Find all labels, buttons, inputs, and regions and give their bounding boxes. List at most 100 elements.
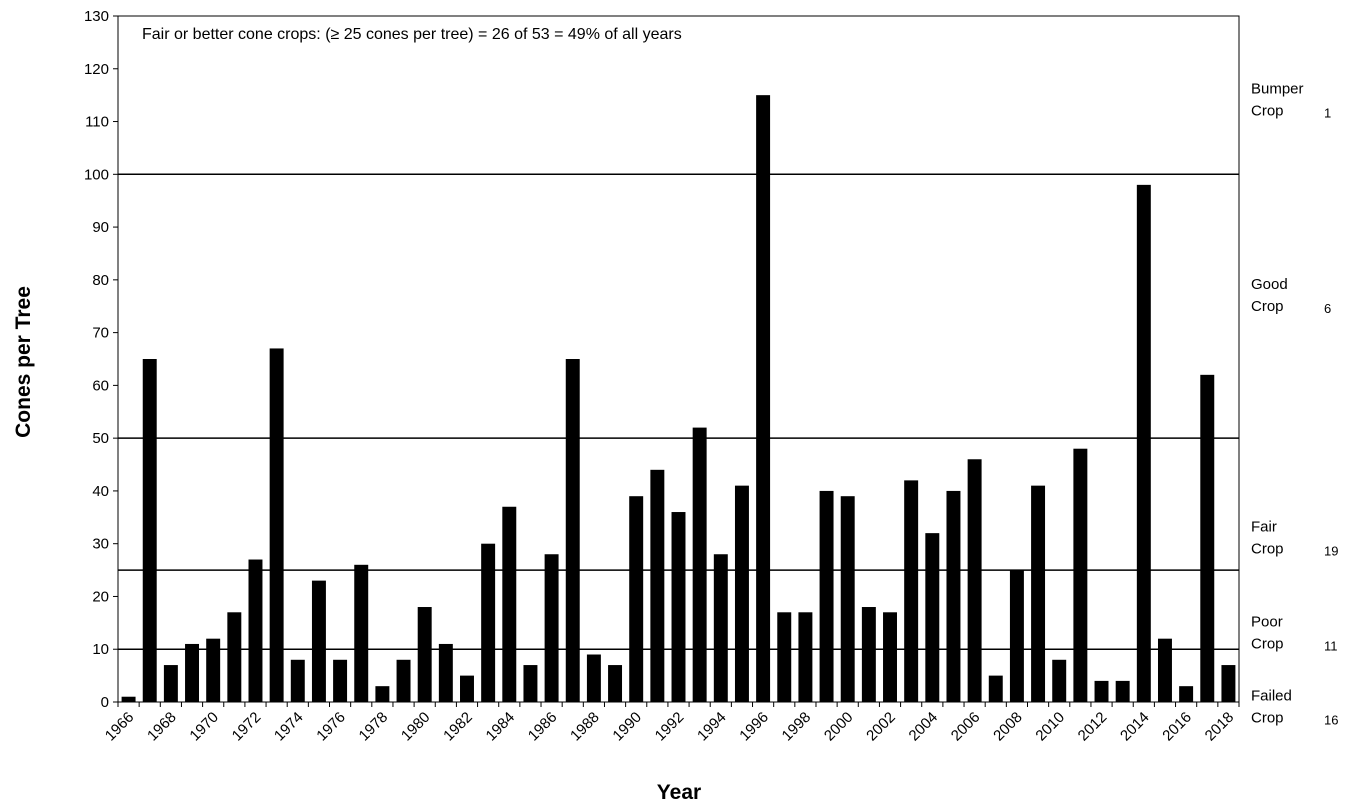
x-tick-label: 2008	[990, 709, 1026, 745]
bar-1982	[460, 675, 474, 702]
bar-1989	[608, 665, 623, 702]
y-tick-label: 10	[92, 641, 109, 658]
bar-1968	[163, 665, 178, 702]
x-tick-label: 2004	[906, 709, 942, 745]
x-tick-label: 1970	[186, 709, 222, 745]
bar-2003	[904, 480, 919, 702]
bar-1986	[544, 554, 559, 702]
bar-2015	[1157, 638, 1172, 702]
bars	[121, 95, 1236, 702]
x-tick-label: 2012	[1075, 709, 1111, 745]
crop-category-label: Poor	[1251, 614, 1283, 631]
bar-2018	[1221, 665, 1236, 702]
bar-1983	[481, 543, 496, 702]
crop-category-count: 11	[1324, 639, 1338, 654]
bar-1987	[565, 359, 580, 702]
x-tick-label: 1998	[779, 709, 815, 745]
bar-2007	[988, 675, 1003, 702]
y-tick-label: 20	[92, 588, 109, 605]
bar-1999	[819, 490, 834, 702]
bar-2010	[1052, 659, 1067, 702]
bar-2016	[1179, 686, 1194, 702]
bar-1996	[756, 95, 771, 702]
x-tick-label: 1988	[567, 709, 603, 745]
bar-1969	[185, 643, 200, 702]
x-tick-label: 1986	[525, 709, 561, 745]
bar-2017	[1200, 374, 1215, 702]
y-tick-label: 60	[92, 377, 109, 394]
bar-1991	[650, 469, 665, 702]
bar-1997	[777, 612, 792, 702]
crop-category-label: Crop	[1251, 298, 1284, 315]
bar-1980	[417, 607, 432, 702]
bar-2001	[861, 607, 876, 702]
crop-category-count: 6	[1324, 301, 1331, 316]
bar-1993	[692, 427, 707, 702]
y-tick-label: 50	[92, 430, 109, 447]
x-tick-label: 2018	[1202, 709, 1238, 745]
crop-category-label: Crop	[1251, 636, 1284, 653]
crop-category-label: Good	[1251, 276, 1288, 293]
bar-1990	[629, 496, 644, 702]
crop-category-label: Fair	[1251, 519, 1277, 536]
bar-1967	[142, 359, 157, 702]
crop-category-label: Crop	[1251, 103, 1284, 120]
bar-1979	[396, 659, 411, 702]
bar-2000	[840, 496, 855, 702]
x-tick-label: 2016	[1159, 709, 1195, 745]
bar-2009	[1031, 485, 1046, 702]
x-tick-label: 1994	[694, 709, 730, 745]
bar-2014	[1136, 184, 1151, 702]
y-tick-label: 70	[92, 325, 109, 342]
bar-2008	[1009, 570, 1024, 702]
x-tick-label: 1980	[398, 709, 434, 745]
x-tick-label: 1974	[271, 709, 307, 745]
x-tick-label: 1968	[144, 709, 180, 745]
bar-2006	[967, 459, 982, 702]
bar-1973	[269, 348, 284, 702]
y-tick-label: 40	[92, 483, 109, 500]
x-tick-label: 1984	[483, 709, 519, 745]
bar-1981	[438, 643, 453, 702]
y-tick-label: 110	[85, 114, 109, 131]
crop-category-count: 19	[1324, 544, 1338, 559]
bar-1998	[798, 612, 813, 702]
crop-category-label: Crop	[1251, 710, 1284, 727]
y-tick-label: 30	[92, 536, 109, 553]
bar-1971	[227, 612, 242, 702]
x-tick-label: 1982	[440, 709, 476, 745]
x-tick-label: 1976	[313, 709, 349, 745]
bar-2013	[1115, 680, 1130, 702]
bar-2002	[883, 612, 897, 702]
y-tick-label: 90	[92, 219, 109, 236]
bar-1974	[290, 659, 305, 702]
x-tick-label: 2002	[863, 709, 899, 745]
annotation-text: Fair or better cone crops: (≥ 25 cones p…	[142, 26, 682, 43]
x-tick-label: 2010	[1032, 709, 1068, 745]
bar-1978	[375, 686, 390, 702]
x-axis-title: Year	[657, 781, 701, 804]
bar-1976	[333, 659, 348, 702]
bar-2012	[1094, 680, 1109, 702]
y-tick-label: 0	[101, 694, 109, 711]
crop-category-labels: Bumper Crop 1 Good Crop 6 Fair Crop 19 Poor Crop 11…	[1251, 81, 1338, 728]
crop-category-label: Bumper	[1251, 81, 1304, 98]
bar-1985	[523, 665, 538, 702]
crop-category-count: 16	[1324, 713, 1338, 728]
bar-1977	[354, 564, 369, 702]
x-tick-label: 2006	[948, 709, 984, 745]
bar-1994	[713, 554, 728, 702]
x-tick-label: 2014	[1117, 709, 1153, 745]
bar-1970	[206, 638, 221, 702]
y-tick-label: 80	[92, 272, 109, 289]
bar-1995	[734, 485, 749, 702]
crop-category-label: Crop	[1251, 541, 1284, 558]
crop-category-label: Failed	[1251, 688, 1292, 705]
x-tick-label: 1992	[652, 709, 688, 745]
crop-category-count: 1	[1324, 106, 1331, 121]
x-tick-label: 2000	[821, 709, 857, 745]
bar-2005	[946, 490, 961, 702]
x-tick-label: 1972	[229, 709, 265, 745]
bar-1966	[121, 696, 136, 702]
